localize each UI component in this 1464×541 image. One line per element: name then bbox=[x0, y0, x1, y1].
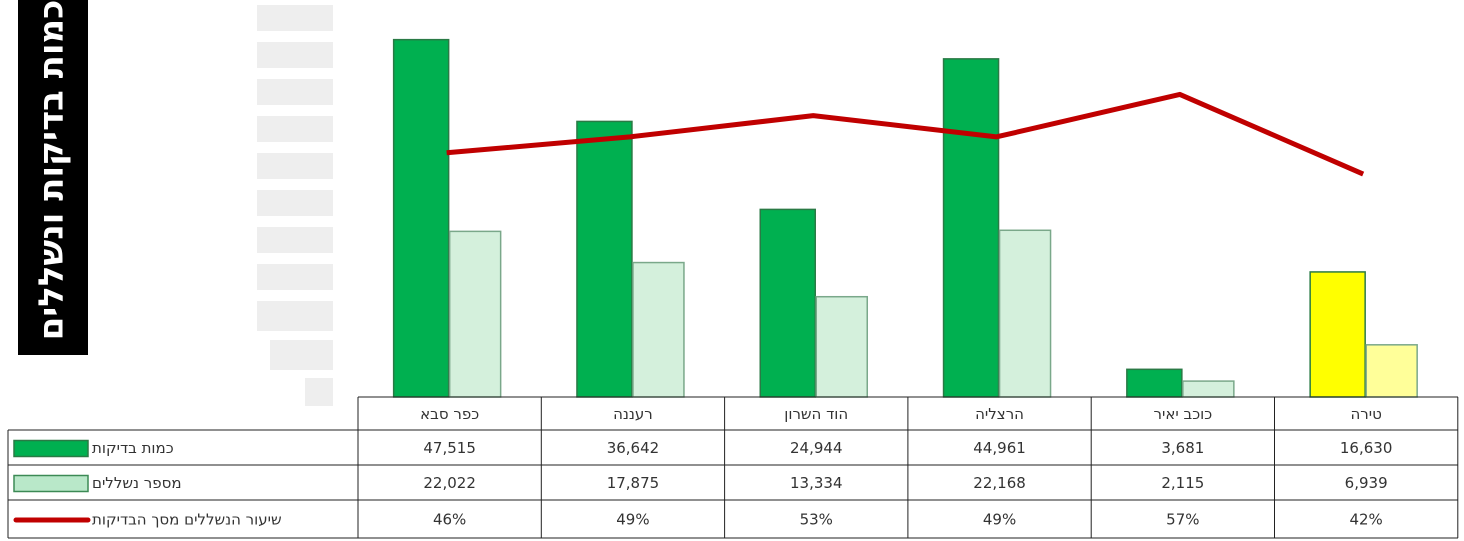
legend-label: כמות בדיקות bbox=[92, 439, 174, 457]
decor-blocks bbox=[257, 5, 333, 406]
bar bbox=[1309, 271, 1366, 398]
legend-swatch bbox=[13, 439, 89, 458]
table-value: 49% bbox=[616, 511, 649, 529]
table-value: 53% bbox=[800, 511, 833, 529]
title-box bbox=[18, 0, 88, 355]
table-value: 16,630 bbox=[1340, 439, 1393, 457]
bar bbox=[576, 120, 633, 398]
chart-title: כמות בדיקות ונשללים bbox=[32, 0, 72, 340]
table-value: 36,642 bbox=[607, 439, 660, 457]
table-value: 42% bbox=[1349, 511, 1382, 529]
bar bbox=[759, 208, 816, 398]
table-value: 17,875 bbox=[607, 474, 660, 492]
bar bbox=[942, 58, 1000, 398]
category-label: טירה bbox=[1350, 405, 1381, 423]
category-label: כפר סבא bbox=[420, 405, 479, 423]
bar bbox=[632, 261, 685, 398]
table-value: 2,115 bbox=[1161, 474, 1204, 492]
bar bbox=[1126, 368, 1183, 398]
legend-label: מספר נשללים bbox=[92, 474, 182, 492]
table-value: 6,939 bbox=[1345, 474, 1388, 492]
category-label: הרצליה bbox=[975, 405, 1024, 423]
category-label: הוד השרון bbox=[784, 405, 848, 423]
table-value: 49% bbox=[983, 511, 1016, 529]
table-value: 24,944 bbox=[790, 439, 843, 457]
table-value: 13,334 bbox=[790, 474, 843, 492]
table-value: 3,681 bbox=[1161, 439, 1204, 457]
category-label: כוכב יאיר bbox=[1154, 405, 1213, 423]
bar bbox=[998, 229, 1052, 398]
table-value: 22,168 bbox=[973, 474, 1026, 492]
table-value: 44,961 bbox=[973, 439, 1026, 457]
bar bbox=[815, 295, 868, 398]
bar bbox=[448, 230, 502, 398]
category-label: רעננה bbox=[613, 405, 653, 423]
bar bbox=[392, 38, 450, 398]
bar bbox=[1365, 344, 1418, 398]
legend-label: שיעור הנשללים מסך הבדיקות bbox=[92, 511, 282, 529]
table-value: 47,515 bbox=[423, 439, 476, 457]
legend-swatch bbox=[13, 474, 89, 493]
line bbox=[446, 91, 1365, 177]
table-value: 22,022 bbox=[423, 474, 476, 492]
table-value: 46% bbox=[433, 511, 466, 529]
table-value: 57% bbox=[1166, 511, 1199, 529]
bar bbox=[1182, 380, 1235, 398]
